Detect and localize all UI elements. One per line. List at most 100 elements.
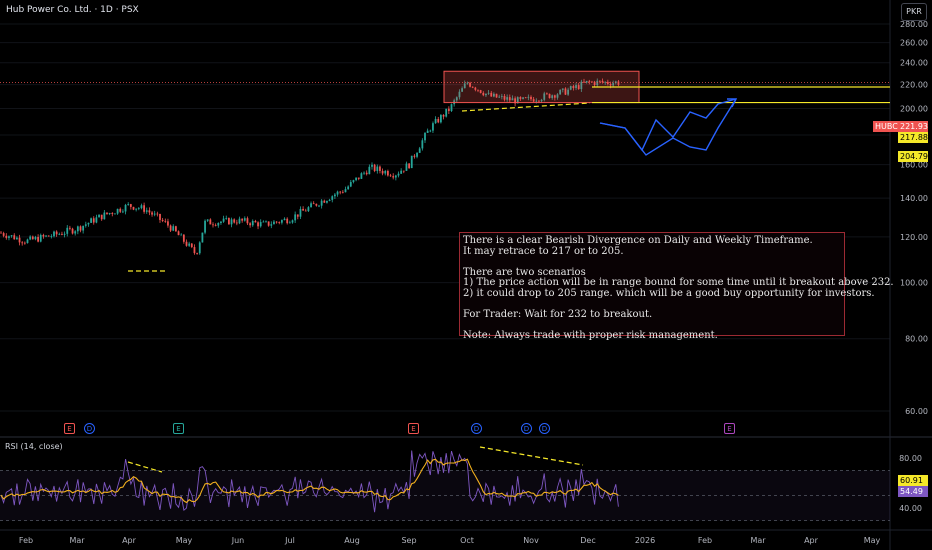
candle-body [318, 205, 320, 207]
candle-body [288, 222, 291, 224]
event-marker-dividend[interactable]: D [84, 423, 95, 434]
candle-body [235, 222, 238, 224]
candle-body [198, 242, 201, 254]
currency-badge[interactable]: PKR [901, 3, 927, 21]
candle-body [341, 191, 344, 193]
candle-body [47, 235, 50, 237]
candle-body [310, 203, 312, 208]
candles-group [0, 78, 620, 255]
candle-body [281, 220, 283, 223]
candle-body [326, 200, 328, 203]
time-tick-label: Apr [122, 536, 137, 545]
candle-body [217, 222, 220, 226]
candle-body [119, 208, 122, 212]
candle-body [498, 96, 501, 98]
event-marker-dividend[interactable]: D [521, 423, 532, 434]
candle-body [249, 223, 251, 226]
event-marker-earnings[interactable]: E [408, 423, 419, 434]
candle-body [336, 191, 339, 195]
candle-body [455, 97, 458, 101]
candle-body [82, 225, 85, 231]
candle-body [477, 89, 479, 91]
candle-body [596, 80, 599, 86]
candle-body [331, 196, 334, 200]
candle-body [479, 90, 482, 93]
symbol-tag: HUBC [873, 121, 900, 132]
time-tick-label: Feb [698, 536, 712, 545]
candle-body [471, 86, 474, 88]
candle-body [299, 208, 302, 217]
candle-body [61, 233, 63, 235]
time-tick-label: Mar [69, 536, 85, 545]
candle-body [522, 97, 524, 99]
candle-body [169, 225, 172, 231]
candle-body [283, 218, 286, 221]
candle-body [95, 217, 98, 223]
candle-body [445, 108, 448, 117]
divergence-line-rsi-early [127, 461, 163, 473]
time-tick-label: Apr [804, 536, 819, 545]
candle-body [98, 214, 100, 218]
candle-body [384, 170, 387, 174]
analysis-note[interactable]: There is a clear Bearish Divergence on D… [459, 232, 894, 341]
candle-body [175, 226, 177, 232]
level-tag-204: 204.79 [898, 151, 928, 162]
candle-body [111, 213, 114, 214]
candle-body [514, 98, 516, 104]
note-line: There are two scenarios [463, 266, 586, 278]
candle-body [304, 210, 307, 212]
candle-body [421, 140, 424, 149]
divergence-line-rsi [479, 446, 584, 466]
candle-body [135, 208, 138, 210]
candle-body [196, 253, 198, 254]
candle-body [8, 236, 10, 238]
event-marker-earnings-purple[interactable]: E [724, 423, 735, 434]
candle-body [273, 221, 275, 225]
projection-path-up [599, 98, 737, 152]
candle-body [400, 170, 403, 174]
candle-body [145, 210, 148, 212]
candle-body [349, 182, 352, 187]
candle-body [447, 108, 450, 112]
candle-body [360, 173, 363, 179]
time-tick-label: Aug [344, 536, 360, 545]
candle-body [53, 231, 55, 237]
chart-title: Hub Power Co. Ltd. · 1D · PSX [6, 5, 139, 15]
candle-body [432, 123, 434, 131]
candle-body [18, 237, 21, 243]
candle-body [363, 172, 365, 174]
candle-body [392, 176, 395, 178]
candle-body [508, 97, 511, 101]
candle-body [188, 243, 191, 246]
candle-body [193, 247, 196, 254]
candle-body [161, 219, 164, 221]
event-marker-earnings[interactable]: E [64, 423, 75, 434]
time-tick-label: Dec [580, 536, 595, 545]
candle-body [140, 205, 143, 209]
rsi-ma-line [0, 458, 619, 504]
candle-body [278, 222, 281, 223]
candle-body [262, 221, 265, 223]
candle-body [548, 93, 551, 99]
note-line: There is a clear Bearish Divergence on D… [463, 235, 813, 246]
candle-body [228, 218, 230, 225]
candle-body [617, 81, 620, 85]
candle-body [267, 221, 270, 226]
event-marker-earnings-green[interactable]: E [173, 423, 184, 434]
candle-body [159, 213, 161, 220]
candle-body [209, 219, 212, 225]
event-marker-dividend[interactable]: D [539, 423, 550, 434]
candle-body [524, 97, 527, 99]
candle-body [585, 80, 588, 83]
event-marker-dividend[interactable]: D [471, 423, 482, 434]
note-line: Note: Always trade with proper risk mana… [463, 330, 718, 342]
candle-body [339, 191, 342, 193]
candle-body [182, 234, 185, 242]
candle-body [143, 205, 145, 212]
rsi-line [0, 450, 619, 513]
price-tick-label: 280.00 [900, 20, 928, 29]
candle-body [206, 219, 209, 221]
candle-body [270, 224, 273, 226]
candle-body [469, 82, 471, 87]
